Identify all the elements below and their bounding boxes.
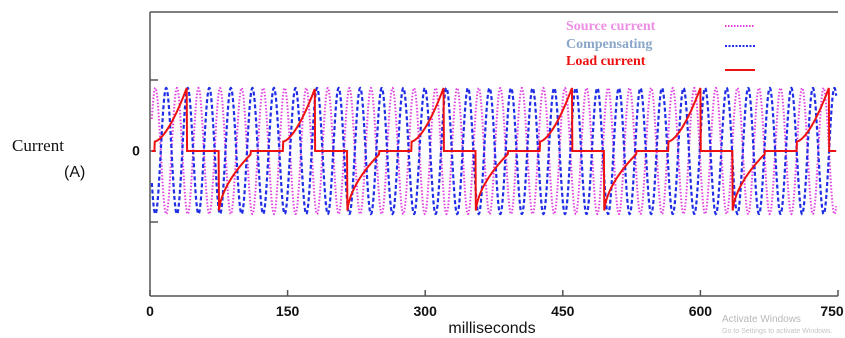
y-axis-label-line2: (A) [64,164,85,181]
x-tick-label: 750 [820,303,844,319]
x-axis-label: milliseconds [448,320,535,337]
legend-label-load-current: Load current [566,54,646,69]
legend-label-source-current: Source current [566,19,656,34]
x-tick-label: 150 [276,303,300,319]
legend-label-compensating: Compensating [566,37,652,52]
y-tick-label-zero: 0 [132,143,140,159]
watermark-line1: Activate Windows [722,314,801,325]
series-load-current [151,87,837,211]
x-tick-label: 600 [689,303,713,319]
x-tick-label: 300 [414,303,438,319]
series-compensating [150,86,838,216]
legend: Source current Compensating Load current [560,14,770,80]
y-axis-label-line1: Current [12,136,64,155]
series-layer [150,86,838,216]
x-ticks: 0 150 300 450 600 750 [146,290,844,319]
watermark-line2: Go to Settings to activate Windows. [722,328,833,335]
x-tick-label: 450 [551,303,575,319]
x-tick-label: 0 [146,303,154,319]
series-source-current [150,86,838,216]
